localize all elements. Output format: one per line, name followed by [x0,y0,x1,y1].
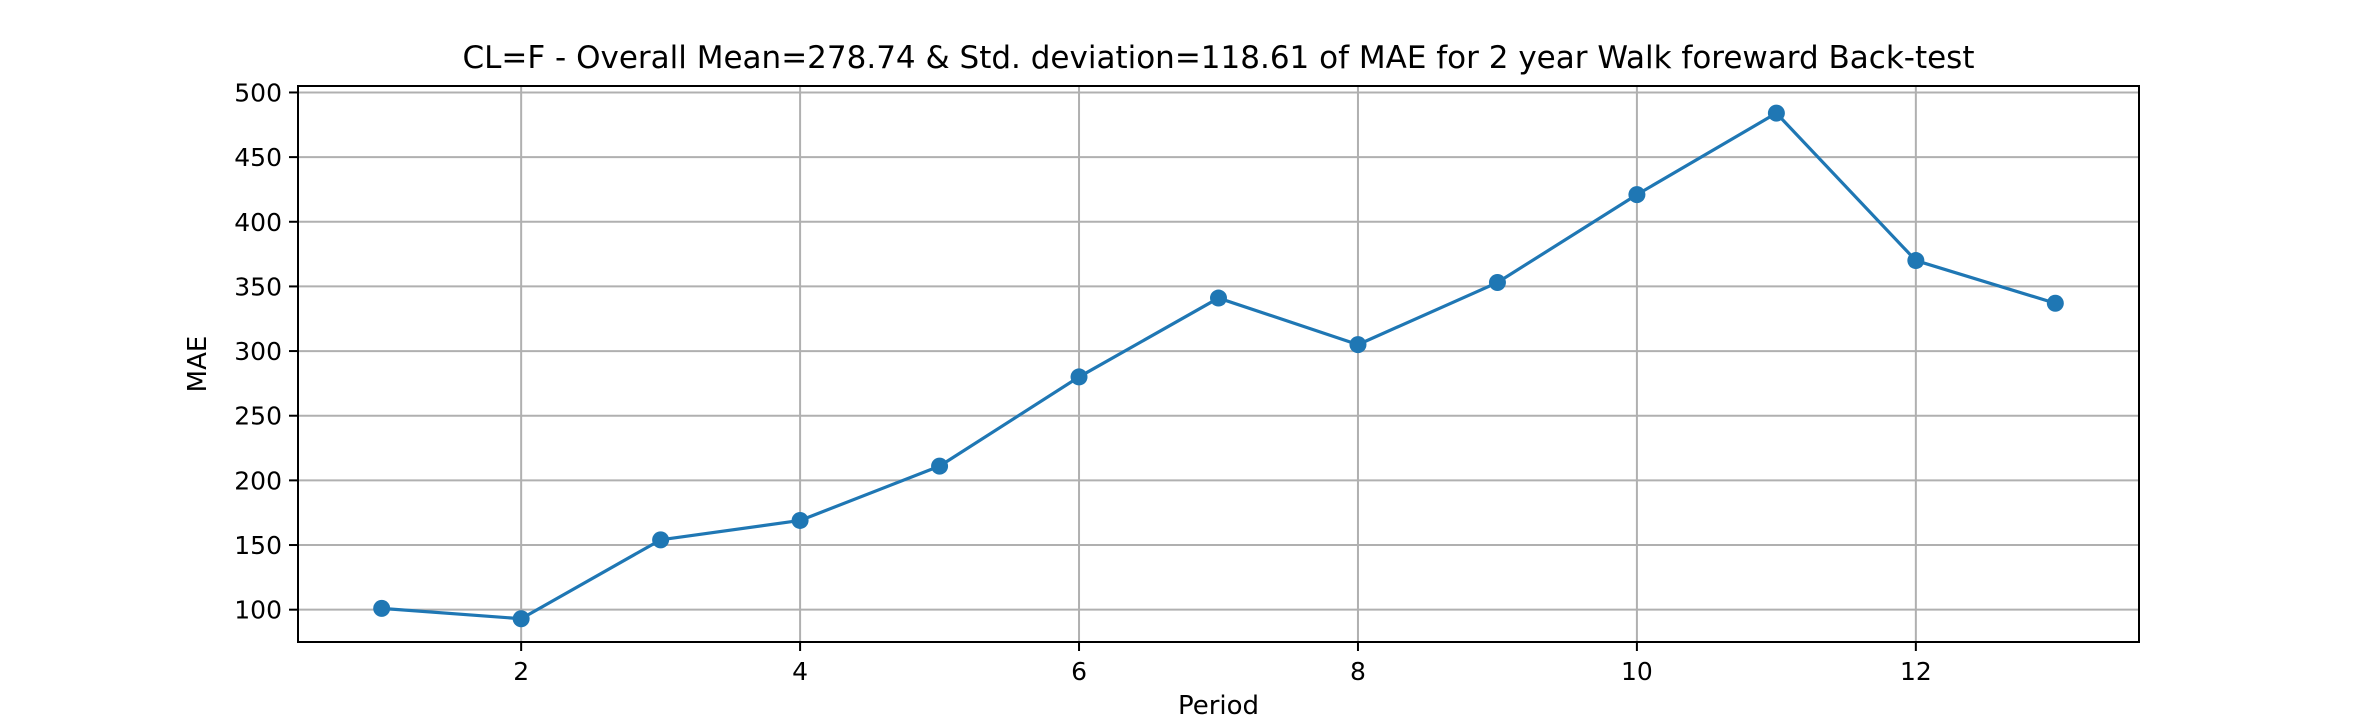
x-tick-label: 4 [792,657,808,686]
y-tick-label: 150 [234,531,282,560]
data-point [931,457,949,475]
data-point [512,610,530,628]
data-point [2046,294,2064,312]
y-tick-label: 450 [234,143,282,172]
x-tick-label: 8 [1350,657,1366,686]
data-point [1488,274,1506,292]
data-point [1628,186,1646,204]
y-tick-label: 350 [234,272,282,301]
y-tick-label: 250 [234,402,282,431]
y-tick-label: 500 [234,78,282,107]
chart-title: CL=F - Overall Mean=278.74 & Std. deviat… [462,40,1974,76]
x-tick-label: 2 [513,657,529,686]
data-point [1210,289,1227,307]
y-tick-label: 400 [234,208,282,237]
series-layer [373,104,2064,628]
axis-ticks: 2 4 6 8 10 12 100 150 200 250 300 350 400 450 500 [234,78,1931,686]
data-point [652,531,670,549]
x-axis-label: Period [1178,691,1259,720]
data-point [1070,368,1088,386]
y-axis-label: MAE [183,336,213,393]
grid [298,86,2139,642]
data-point [1349,336,1367,354]
data-point [1907,252,1925,270]
data-point [791,511,809,529]
data-point [1767,104,1785,122]
plot-frame [297,85,2140,643]
x-tick-label: 6 [1071,657,1087,686]
y-tick-label: 100 [234,596,282,625]
y-tick-label: 300 [234,337,282,366]
y-tick-label: 200 [234,466,282,495]
x-tick-label: 12 [1900,657,1932,686]
data-point [373,599,391,617]
x-tick-label: 10 [1621,657,1653,686]
